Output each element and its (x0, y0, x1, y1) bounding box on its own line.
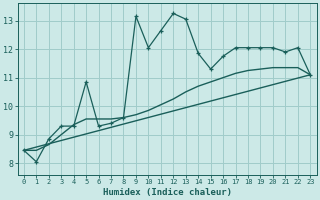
X-axis label: Humidex (Indice chaleur): Humidex (Indice chaleur) (103, 188, 232, 197)
